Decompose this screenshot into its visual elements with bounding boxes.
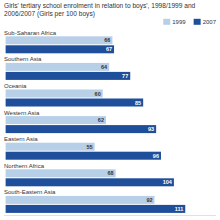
bars bbox=[6, 36, 186, 213]
bar bbox=[6, 63, 110, 71]
legend: 1999 2007 bbox=[163, 19, 216, 25]
data-label: 68 bbox=[108, 170, 114, 176]
data-label: 67 bbox=[106, 46, 112, 52]
legend-item: 2007 bbox=[194, 19, 217, 25]
chart: Girls' tertiary school enrolment in rela… bbox=[0, 0, 220, 220]
data-label: 92 bbox=[146, 197, 152, 203]
data-label: 66 bbox=[104, 37, 110, 43]
bar bbox=[6, 125, 157, 133]
data-label: 55 bbox=[87, 144, 93, 150]
legend-swatch bbox=[194, 19, 201, 25]
legend-label: 2007 bbox=[203, 19, 217, 25]
bar bbox=[6, 116, 106, 124]
category-label: Western Asia bbox=[4, 110, 40, 116]
bar bbox=[6, 169, 116, 177]
category-label: South-Eastern Asia bbox=[4, 189, 56, 195]
legend-label: 1999 bbox=[172, 19, 186, 25]
legend-swatch bbox=[163, 19, 170, 25]
data-label: 96 bbox=[153, 153, 159, 159]
category-label: Eastern Asia bbox=[4, 136, 38, 142]
bar bbox=[6, 178, 174, 186]
title: Girls' tertiary school enrolment in rela… bbox=[4, 2, 197, 18]
legend-item: 1999 bbox=[163, 19, 186, 25]
category-label: Northern Africa bbox=[4, 163, 45, 169]
data-label: 111 bbox=[175, 206, 184, 212]
bar bbox=[6, 205, 186, 213]
bar bbox=[6, 72, 131, 80]
data-label: 64 bbox=[101, 64, 108, 70]
labels: Sub-Saharan Africa 66 67 Southern Asia 64 77 O… bbox=[4, 30, 183, 212]
category-label: Oceania bbox=[4, 83, 27, 89]
data-label: 77 bbox=[122, 73, 128, 79]
data-label: 104 bbox=[163, 179, 173, 185]
bar bbox=[6, 196, 155, 204]
bar bbox=[6, 45, 114, 53]
data-label: 93 bbox=[148, 126, 154, 132]
axis-line bbox=[4, 215, 216, 216]
bar bbox=[6, 36, 113, 44]
data-label: 85 bbox=[135, 100, 141, 106]
bar bbox=[6, 143, 95, 151]
bar bbox=[6, 99, 144, 107]
data-label: 60 bbox=[95, 91, 101, 97]
category-label: Southern Asia bbox=[4, 56, 42, 62]
bar bbox=[6, 152, 161, 160]
data-label: 62 bbox=[98, 117, 104, 123]
category-label: Sub-Saharan Africa bbox=[4, 30, 57, 36]
bar bbox=[6, 90, 103, 98]
